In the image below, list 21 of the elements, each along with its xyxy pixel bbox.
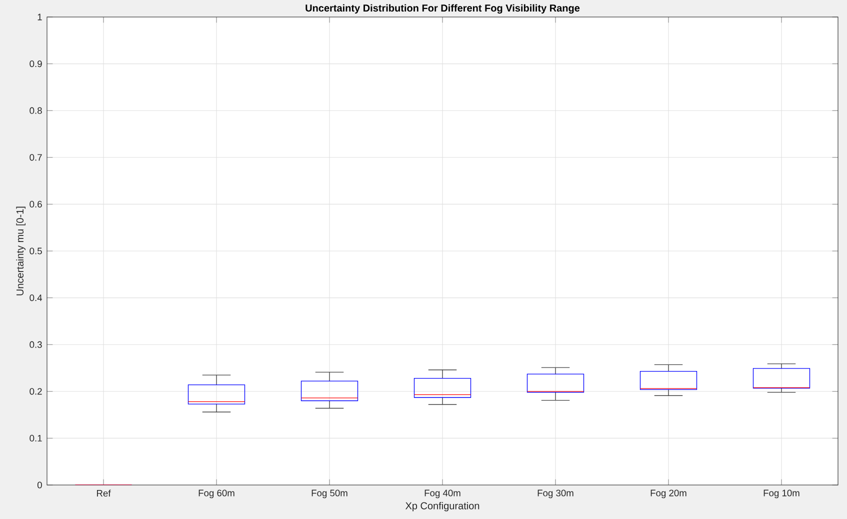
x-tick-label: Fog 20m <box>650 490 686 498</box>
x-tick-label: Fog 10m <box>764 490 800 498</box>
x-tick-label: Fog 30m <box>538 490 574 498</box>
x-tick-label: Fog 40m <box>424 490 460 498</box>
x-axis-title: Xp Configuration <box>405 502 480 512</box>
y-tick-label: 1 <box>38 14 42 20</box>
y-tick-label: 0.6 <box>30 200 42 208</box>
x-tick-label: Ref <box>97 490 111 497</box>
x-tick-label: Fog 50m <box>312 490 348 498</box>
y-axis-title: Uncertainty mu [0-1] <box>16 206 26 296</box>
y-tick-label: 0.8 <box>30 107 42 114</box>
y-tick-label: 0.1 <box>30 434 42 442</box>
y-tick-label: 0 <box>37 482 42 488</box>
y-tick-label: 0.5 <box>30 248 42 254</box>
y-tick-label: 0.7 <box>30 154 42 161</box>
chart-title: Uncertainty Distribution For Different Fog Visibility Range <box>306 4 580 14</box>
y-tick-label: 0.4 <box>30 294 42 302</box>
y-tick-label: 0.2 <box>30 388 42 395</box>
x-tick-label: Fog 60m <box>198 490 234 498</box>
y-tick-label: 0.9 <box>30 60 42 68</box>
y-tick-label: 0.3 <box>30 341 42 348</box>
